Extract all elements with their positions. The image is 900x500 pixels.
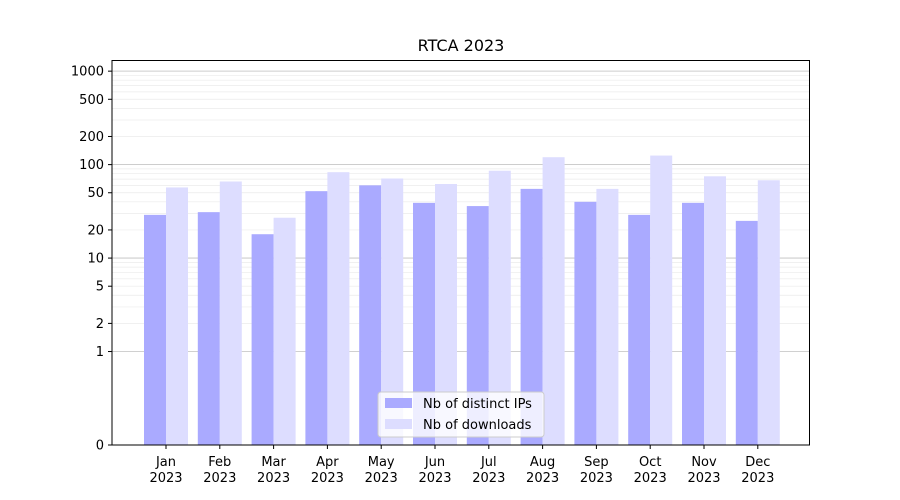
bar-distinct-ips-6 bbox=[413, 202, 435, 445]
legend-label-distinct-ips: Nb of distinct IPs bbox=[423, 397, 532, 412]
ticks-layer: 0 1 2 5 10 20 50 100 200 500 1000 Jan 2023 Feb 2023 Mar… bbox=[71, 65, 774, 486]
plot-frame bbox=[111, 60, 810, 446]
y-tick-label: 5 bbox=[96, 280, 104, 295]
y-tick-label: 1000 bbox=[71, 65, 104, 80]
bar-downloads-4 bbox=[327, 172, 350, 445]
x-tick-label: Jun 2023 bbox=[418, 455, 451, 486]
bar-downloads-1 bbox=[166, 187, 188, 446]
y-tick-label: 500 bbox=[79, 93, 104, 108]
legend-swatch-downloads bbox=[385, 419, 412, 429]
bar-downloads-3 bbox=[273, 217, 296, 445]
bar-distinct-ips-5 bbox=[359, 185, 382, 445]
legend: Nb of distinct IPs Nb of downloads bbox=[377, 391, 545, 438]
x-tick-label: Feb 2023 bbox=[203, 455, 236, 486]
bar-downloads-6 bbox=[435, 184, 457, 446]
x-tick-label: May 2023 bbox=[365, 455, 398, 486]
x-tick-label: Aug 2023 bbox=[526, 455, 559, 486]
bar-distinct-ips-12 bbox=[735, 220, 758, 445]
bar-downloads-5 bbox=[381, 178, 404, 446]
chart-title: RTCA 2023 bbox=[418, 36, 505, 55]
bar-distinct-ips-1 bbox=[144, 214, 166, 445]
y-tick-label: 1 bbox=[96, 345, 104, 360]
x-tick-label: Mar 2023 bbox=[257, 455, 290, 486]
bar-distinct-ips-2 bbox=[197, 212, 220, 445]
legend-label-downloads: Nb of downloads bbox=[423, 418, 532, 433]
bar-downloads-10 bbox=[650, 155, 673, 445]
bar-downloads-8 bbox=[542, 157, 565, 445]
bar-distinct-ips-11 bbox=[682, 202, 704, 445]
bar-distinct-ips-8 bbox=[520, 188, 543, 445]
bar-downloads-12 bbox=[757, 180, 780, 446]
legend-swatch-distinct-ips bbox=[385, 398, 412, 408]
bar-downloads-9 bbox=[596, 188, 619, 445]
x-tick-label: Oct 2023 bbox=[634, 455, 667, 486]
bar-distinct-ips-9 bbox=[574, 201, 597, 445]
bar-distinct-ips-7 bbox=[466, 206, 489, 445]
y-tick-label: 200 bbox=[79, 130, 104, 145]
y-tick-label: 20 bbox=[87, 223, 104, 238]
y-tick-label: 100 bbox=[79, 158, 104, 173]
x-tick-label: Apr 2023 bbox=[311, 455, 344, 486]
bar-distinct-ips-3 bbox=[251, 234, 274, 445]
x-tick-label: Jan 2023 bbox=[149, 455, 182, 486]
bar-distinct-ips-10 bbox=[628, 214, 651, 445]
x-tick-label: Dec 2023 bbox=[741, 455, 774, 486]
y-tick-label: 2 bbox=[96, 317, 104, 332]
bar-downloads-11 bbox=[704, 176, 726, 445]
x-tick-label: Nov 2023 bbox=[687, 455, 720, 486]
y-tick-label: 0 bbox=[96, 439, 104, 454]
y-tick-label: 50 bbox=[87, 186, 104, 201]
bar-downloads-2 bbox=[219, 181, 242, 446]
bar-downloads-7 bbox=[488, 170, 511, 445]
legend-box bbox=[377, 391, 545, 438]
y-tick-label: 10 bbox=[87, 252, 104, 267]
x-tick-label: Jul 2023 bbox=[472, 455, 505, 486]
bars-layer bbox=[144, 155, 780, 446]
x-tick-label: Sep 2023 bbox=[580, 455, 613, 486]
bar-distinct-ips-4 bbox=[305, 191, 328, 445]
